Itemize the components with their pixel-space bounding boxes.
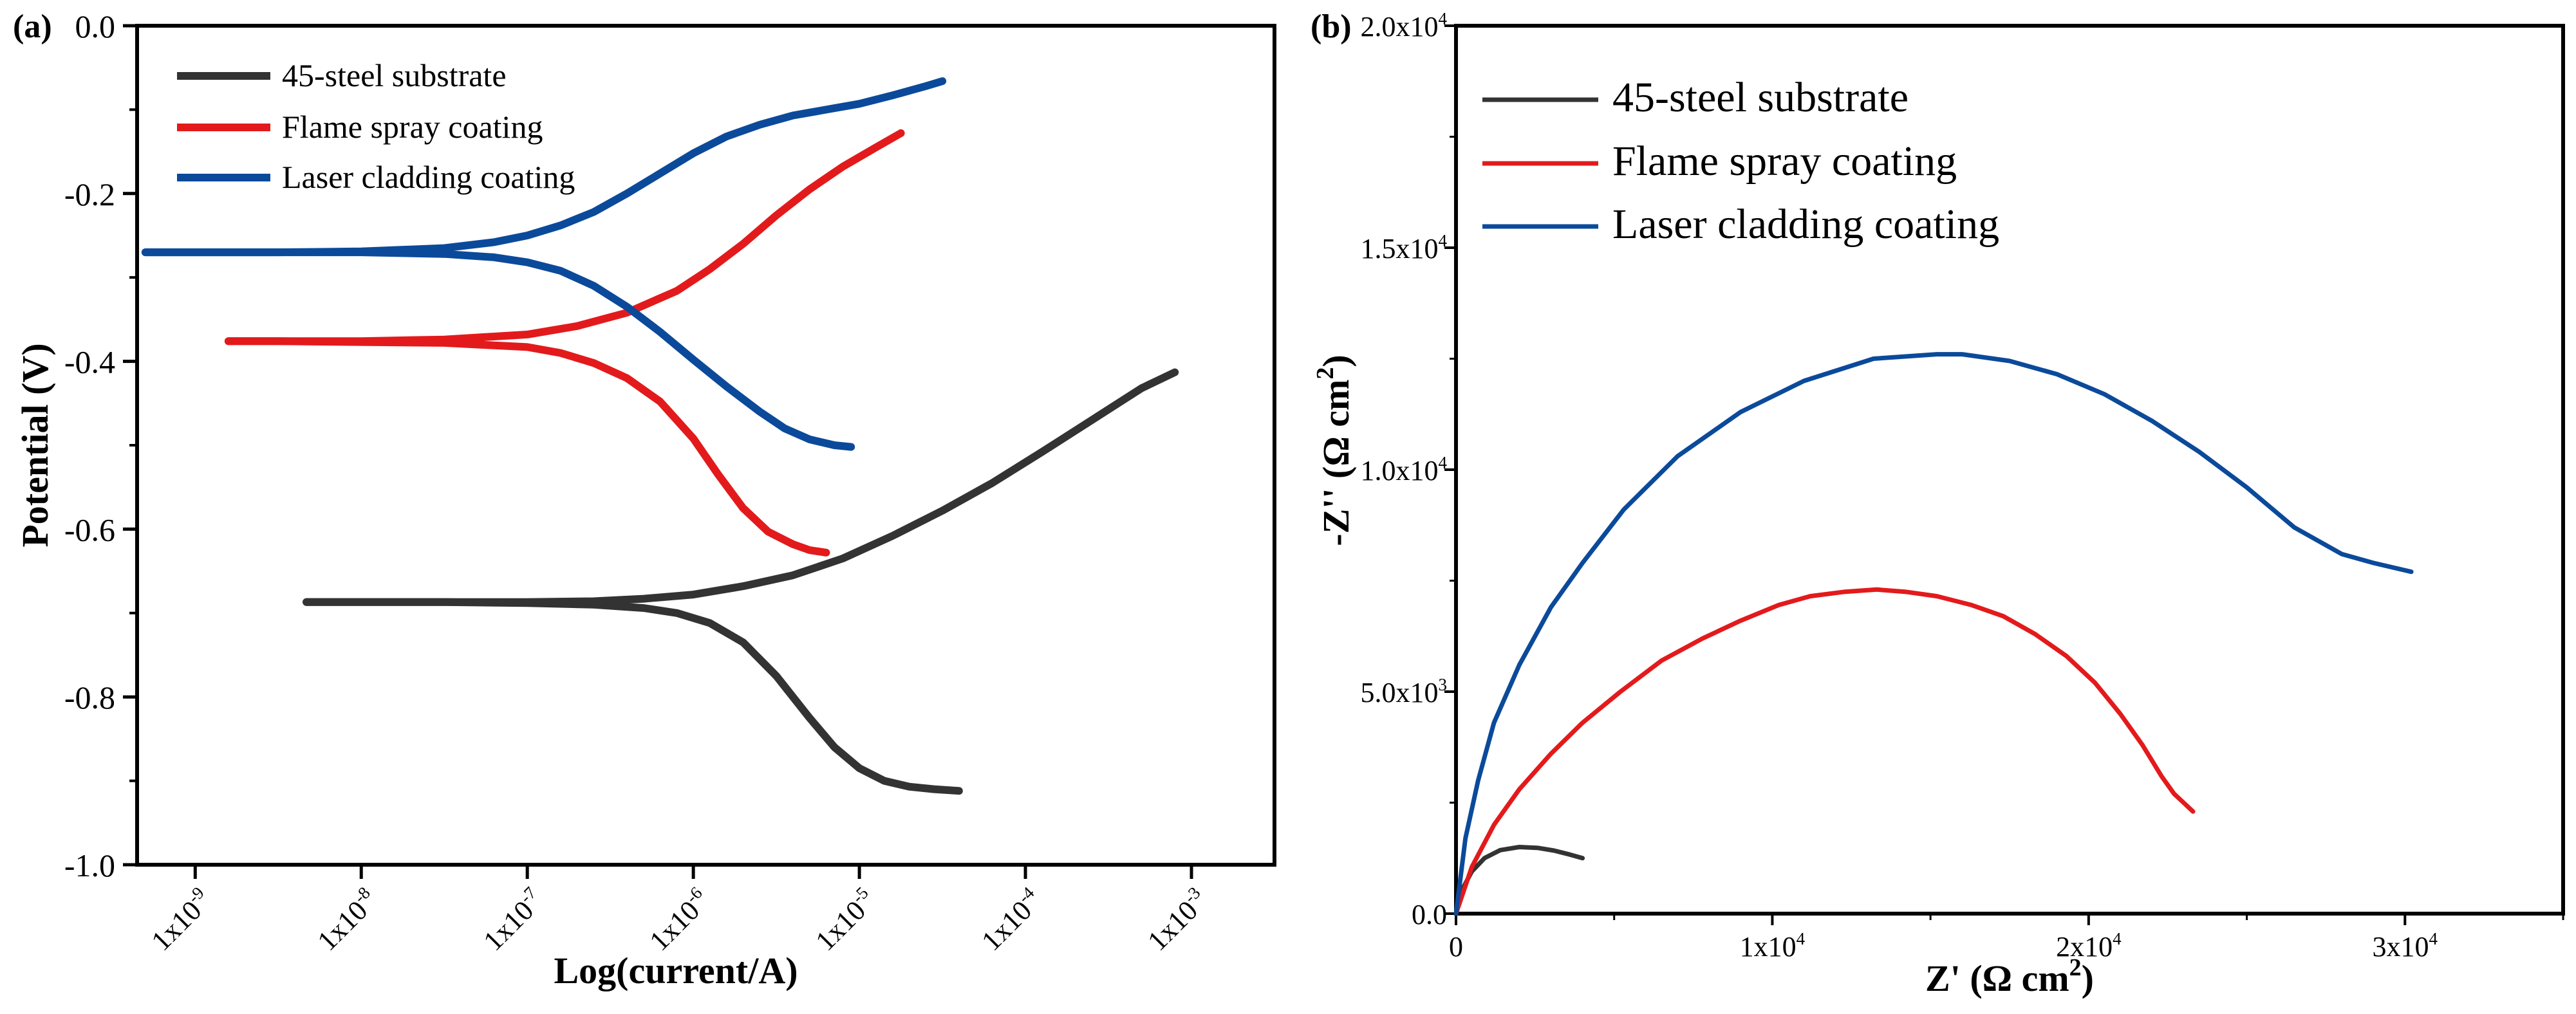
x-tick-label: 1x10-4 xyxy=(974,883,1048,957)
series-line-flame-branch-2 xyxy=(224,129,905,346)
x-tick-label: 2x104 xyxy=(2056,929,2122,963)
x-tick-label: 1x10-7 xyxy=(476,883,550,957)
legend-label-flame: Flame spray coating xyxy=(282,109,543,145)
panel-b: (b) 0.0 5.0x103 1.0x104 1.5x104 2.0x104 0 1x1… xyxy=(1311,8,2565,999)
panel-a-legend: 45-steel substrate Flame spray coating L… xyxy=(177,57,575,195)
legend-label-laser: Laser cladding coating xyxy=(1612,201,1999,248)
x-tick-label: 0 xyxy=(1449,931,1463,963)
series-line-substrate-branch-1 xyxy=(303,598,963,795)
legend-label-substrate: 45-steel substrate xyxy=(1612,74,1909,121)
y-tick-label: 5.0x103 xyxy=(1361,675,1448,708)
panel-a-x-ticks: 1x10-9 1x10-8 1x10-7 1x10-6 1x10-5 1x10-4 1x10… xyxy=(144,865,1214,957)
panel-b-y-ticks: 0.0 5.0x103 1.0x104 1.5x104 2.0x104 xyxy=(1361,9,1456,930)
legend-label-laser: Laser cladding coating xyxy=(282,159,575,195)
legend-label-flame: Flame spray coating xyxy=(1612,138,1957,185)
panel-a-frame xyxy=(135,24,1276,867)
panel-b-label: (b) xyxy=(1311,8,1352,45)
y-tick-label: 0.0 xyxy=(75,8,116,44)
series-line-flame xyxy=(1453,587,2196,916)
x-tick-label: 3x104 xyxy=(2373,929,2438,963)
x-tick-label: 1x10-5 xyxy=(808,883,882,957)
series-line-flame-branch-1 xyxy=(224,337,830,557)
y-tick-label: -0.2 xyxy=(64,176,115,212)
y-tick-label: 2.0x104 xyxy=(1361,9,1448,42)
panel-a-series xyxy=(141,77,1179,795)
y-tick-label: -0.6 xyxy=(64,512,115,548)
series-line-substrate-branch-2 xyxy=(303,368,1179,606)
x-tick-label: 1x10-8 xyxy=(310,883,384,957)
y-tick-label: -0.8 xyxy=(64,679,115,715)
panel-b-series xyxy=(1453,352,2414,916)
panel-a: (a) 0.0 -0.2 -0.4 -0.6 -0.8 -1.0 1x10-9 1x10-8… xyxy=(13,8,1276,991)
y-tick-label: -0.4 xyxy=(64,344,115,380)
panel-b-y-axis-label: -Z'' (Ω cm2) xyxy=(1312,355,1357,546)
panel-a-y-axis-label: Potential (V) xyxy=(14,343,56,547)
y-tick-label: 1.5x104 xyxy=(1361,231,1448,264)
x-tick-label: 1x104 xyxy=(1740,929,1806,963)
x-tick-label: 1x10-6 xyxy=(642,883,716,957)
panel-b-x-axis-label: Z' (Ω cm2) xyxy=(1925,954,2094,999)
panel-b-legend: 45-steel substrate Flame spray coating L… xyxy=(1482,74,1999,248)
series-line-laser-branch-2 xyxy=(141,77,947,257)
series-line-laser xyxy=(1453,352,2414,916)
series-line-laser-branch-1 xyxy=(141,248,855,451)
x-tick-label: 1x10-9 xyxy=(144,883,218,957)
panel-a-x-axis-label: Log(current/A) xyxy=(554,950,798,991)
panel-a-y-ticks: 0.0 -0.2 -0.4 -0.6 -0.8 -1.0 xyxy=(64,8,137,883)
y-tick-label: -1.0 xyxy=(64,847,115,883)
y-tick-label: 0.0 xyxy=(1412,899,1447,930)
legend-label-substrate: 45-steel substrate xyxy=(282,57,507,93)
panel-b-x-ticks: 0 1x104 2x104 3x104 xyxy=(1449,914,2564,963)
x-tick-label: 1x10-3 xyxy=(1140,883,1214,957)
y-tick-label: 1.0x104 xyxy=(1361,453,1448,486)
panel-a-label: (a) xyxy=(13,8,52,45)
